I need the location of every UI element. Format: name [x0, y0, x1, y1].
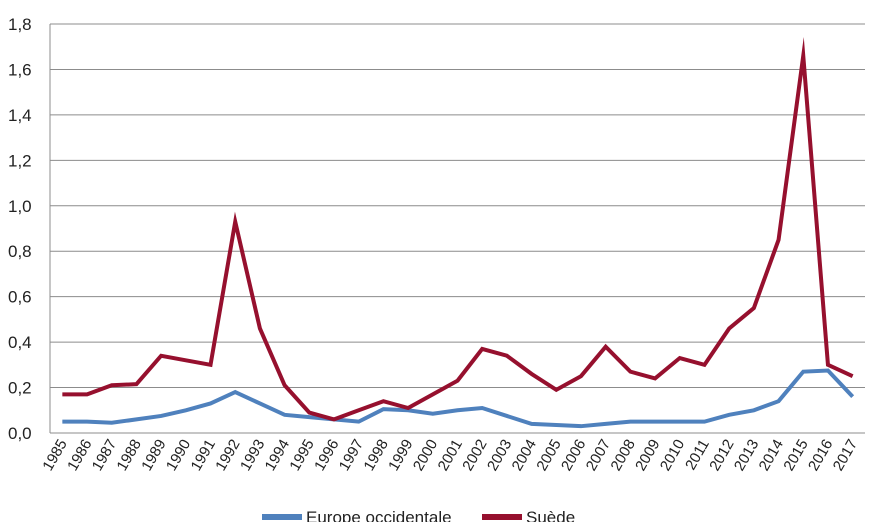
- x-tick-label: 2015: [780, 437, 811, 474]
- x-tick-label: 2014: [756, 437, 787, 474]
- y-tick-label: 1,6: [8, 60, 32, 79]
- x-tick-label: 2016: [805, 437, 836, 474]
- x-tick-label: 2004: [509, 437, 540, 474]
- y-tick-label: 1,0: [8, 197, 32, 216]
- x-tick-label: 1989: [138, 437, 169, 474]
- x-tick-label: 1998: [360, 437, 391, 474]
- x-tick-label: 1992: [212, 437, 243, 474]
- x-tick-label: 2008: [607, 437, 638, 474]
- y-axis: 0,0 0,2 0,4 0,6 0,8 1,0 1,2 1,4 1,6 1,8: [8, 15, 51, 443]
- x-tick-label: 1988: [113, 437, 144, 474]
- y-tick-label: 1,2: [8, 151, 32, 170]
- x-tick-label: 2007: [583, 437, 614, 474]
- x-axis: 1985198619871988198919901991199219931994…: [39, 432, 865, 474]
- x-tick-label: 2002: [459, 437, 490, 474]
- x-tick-label: 2017: [830, 437, 861, 474]
- x-tick-label: 1999: [385, 437, 416, 474]
- gridlines: [50, 23, 865, 389]
- x-tick-label: 1986: [64, 437, 95, 474]
- y-tick-label: 0,0: [8, 424, 32, 443]
- x-tick-label: 2001: [435, 437, 466, 474]
- x-tick-label: 1985: [39, 437, 70, 474]
- x-tick-label: 2012: [706, 437, 737, 474]
- x-tick-label: 1994: [262, 437, 293, 474]
- x-tick-label: 1987: [89, 437, 120, 474]
- x-tick-label: 2009: [632, 437, 663, 474]
- series-lines: [62, 37, 855, 429]
- x-tick-label: 1993: [237, 437, 268, 474]
- x-tick-label: 1997: [336, 437, 367, 474]
- x-tick-label: 2005: [533, 437, 564, 474]
- x-tick-label: 1991: [188, 437, 219, 474]
- y-tick-label: 1,8: [8, 15, 32, 34]
- x-tick-label: 2000: [410, 437, 441, 474]
- x-tick-label: 1996: [311, 437, 342, 474]
- x-tick-label: 2013: [731, 437, 762, 474]
- x-tick-label: 1990: [163, 437, 194, 474]
- series-line-1: [62, 37, 854, 422]
- y-tick-label: 1,4: [8, 106, 32, 125]
- legend-label-suede: Suède: [526, 508, 575, 522]
- y-tick-label: 0,2: [8, 379, 32, 398]
- legend-label-europe: Europe occidentale: [306, 508, 452, 522]
- x-tick-label: 1995: [286, 437, 317, 474]
- y-tick-label: 0,4: [8, 333, 32, 352]
- legend: Europe occidentale Suède: [262, 508, 575, 522]
- x-tick-label: 2010: [657, 437, 688, 474]
- y-tick-label: 0,6: [8, 288, 32, 307]
- y-tick-label: 0,8: [8, 242, 32, 261]
- x-tick-label: 2003: [484, 436, 515, 473]
- x-tick-label: 2006: [558, 437, 589, 474]
